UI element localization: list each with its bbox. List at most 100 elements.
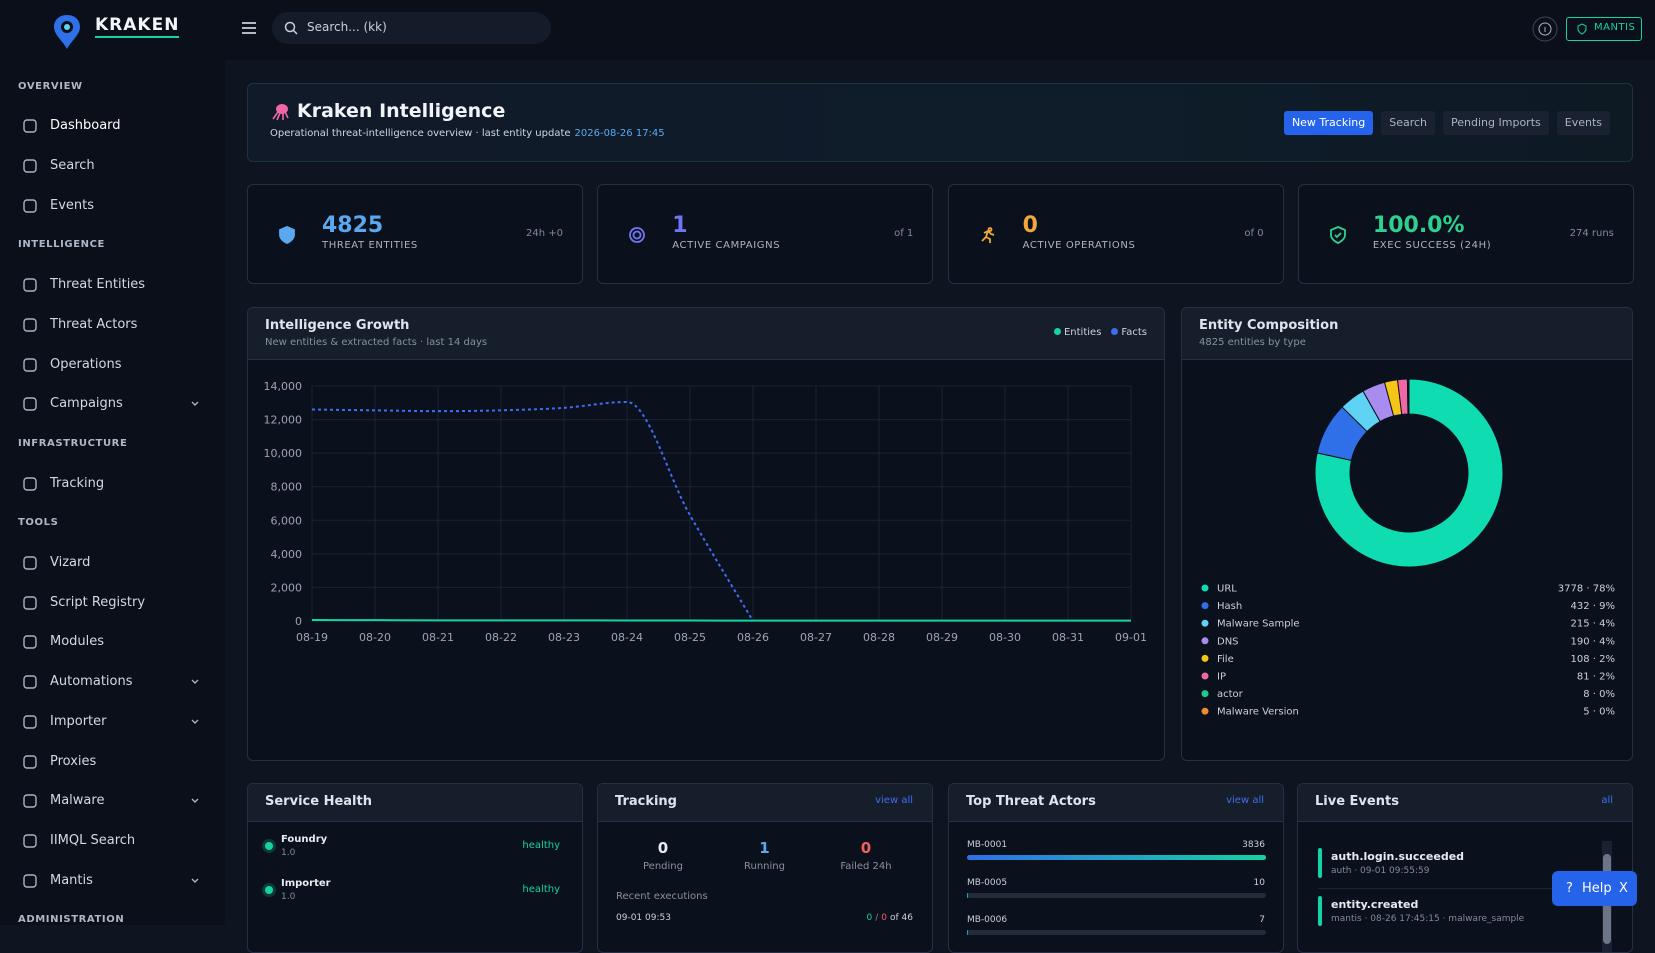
view-link[interactable]: all <box>1601 795 1613 806</box>
stat-icon <box>629 227 646 243</box>
stat-icon-shape <box>279 226 295 244</box>
nav-icon <box>23 119 37 133</box>
donut-chart: URL 3778 · 78% Hash 432 · 9% Malware Sample 2… <box>1201 378 1616 718</box>
header-action[interactable]: Search <box>1381 111 1436 135</box>
actor-count: 10 <box>1253 877 1265 888</box>
actor-bar-track <box>967 892 1266 898</box>
recent-result: 0/0 of 46 <box>866 913 913 923</box>
nav-item[interactable]: Operations <box>0 345 225 385</box>
nav-item[interactable]: Modules <box>0 622 225 662</box>
view-link-text: all <box>1601 795 1613 806</box>
legend-label: actor <box>1217 689 1244 700</box>
nav-icon-shape <box>23 119 37 133</box>
panel-subtitle: 4825 entities by type <box>1199 337 1306 348</box>
subtitle-text: Operational threat-intelligence overview… <box>270 128 571 139</box>
search-placeholder: Search... (kk) <box>307 20 387 34</box>
nav-item[interactable]: Script Registry <box>0 583 225 623</box>
count-label: Running <box>744 861 785 872</box>
menu-button[interactable] <box>241 21 257 35</box>
event-divider <box>1318 888 1598 889</box>
panel-title: Live Events <box>1315 794 1399 809</box>
nav-item[interactable]: Importer <box>0 702 225 742</box>
stat-note: of 0 <box>1244 228 1264 239</box>
header-action[interactable]: New Tracking <box>1283 111 1374 135</box>
nav-label: Mantis <box>50 872 93 888</box>
nav-item[interactable]: Automations <box>0 662 225 702</box>
nav-icon-shape <box>23 675 37 689</box>
help-close[interactable]: X <box>1619 881 1628 896</box>
stat-label: THREAT ENTITIES <box>322 240 418 251</box>
nav-item[interactable]: Dashboard <box>0 106 225 146</box>
header-action[interactable]: Pending Imports <box>1443 111 1549 135</box>
stat-value: 0 <box>1022 213 1038 238</box>
count-label: Pending <box>643 861 683 872</box>
legend-value: 190 · 4% <box>1571 636 1616 647</box>
nav-icon <box>23 715 37 729</box>
nav-icon <box>23 278 37 292</box>
y-tick-label: 8,000 <box>271 481 303 494</box>
header-action[interactable]: Events <box>1556 111 1610 135</box>
user-name: MANTIS <box>1594 22 1636 33</box>
chevron <box>191 798 199 804</box>
nav-item[interactable]: Search <box>0 146 225 186</box>
y-tick-label: 0 <box>295 615 302 628</box>
legend-label: Entities <box>1063 327 1102 338</box>
help-label: Help <box>1582 881 1612 896</box>
x-tick-label: 09-01 <box>1115 631 1147 644</box>
header-subtitle: Operational threat-intelligence overview… <box>270 128 665 139</box>
series-line <box>311 400 754 622</box>
nav-item[interactable]: Proxies <box>0 742 225 782</box>
last-update: 2026-08-26 17:45 <box>574 128 665 139</box>
nav-item[interactable]: Tracking <box>0 464 225 504</box>
actor-count: 3836 <box>1242 840 1265 850</box>
panel-title: Intelligence Growth <box>265 318 410 333</box>
nav-icon-shape <box>23 278 37 292</box>
nav-item[interactable]: Threat Entities <box>0 265 225 305</box>
help-button[interactable]: ? Help X <box>1552 871 1637 906</box>
legend-item: Facts <box>1111 327 1147 338</box>
nav-label: Modules <box>50 634 105 650</box>
nav-icon <box>23 595 37 610</box>
actor-bar <box>967 855 1266 860</box>
user-button[interactable]: MANTIS <box>1566 17 1642 41</box>
legend-value: 3778 · 78% <box>1558 584 1615 595</box>
nav-label: Operations <box>50 356 122 372</box>
stat-card: 4825 THREAT ENTITIES 24h +0 <box>247 184 583 284</box>
view-link[interactable]: view all <box>1226 795 1264 806</box>
nav-icon-shape <box>23 198 37 213</box>
info-button[interactable] <box>1532 16 1558 42</box>
nav-item[interactable]: Threat Actors <box>0 305 225 345</box>
nav-item[interactable]: Malware <box>0 781 225 821</box>
donut-slice <box>1407 378 1410 415</box>
nav-item[interactable]: Vizard <box>0 543 225 583</box>
nav-item[interactable]: Mantis <box>0 861 225 901</box>
nav-icon <box>23 675 37 689</box>
nav-item[interactable]: Events <box>0 186 225 226</box>
view-link-text: view all <box>1226 795 1264 806</box>
result-part: of 46 <box>890 913 913 923</box>
series-line <box>311 618 1131 622</box>
brand: KRAKEN <box>95 15 180 38</box>
panel-header <box>1298 784 1632 822</box>
legend-value: 215 · 4% <box>1571 619 1616 630</box>
sidebar: KRAKEN OVERVIEW Dashboard Search Events INTE… <box>0 0 225 925</box>
event-name: auth.login.succeeded <box>1331 850 1465 863</box>
nav-label: Vizard <box>50 555 91 570</box>
legend-value: 81 · 2% <box>1577 672 1615 683</box>
top-actors-card: Top Threat Actors view all MB-0001 3836 MB-0… <box>948 783 1284 953</box>
x-tick-label: 08-30 <box>989 631 1021 644</box>
nav-chevron <box>191 878 199 883</box>
count-value: 0 <box>657 839 669 857</box>
nav-label: Events <box>50 197 95 213</box>
service-version: 1.0 <box>281 848 296 858</box>
view-link[interactable]: view all <box>875 795 913 806</box>
nav-icon-shape <box>23 397 37 411</box>
y-tick-label: 12,000 <box>264 414 303 427</box>
nav-icon <box>23 476 37 491</box>
actor-name: MB-0006 <box>967 915 1008 925</box>
nav-icon-shape <box>23 357 37 372</box>
nav-item[interactable]: Campaigns <box>0 384 225 424</box>
nav-item[interactable]: IIMQL Search <box>0 821 225 861</box>
stat-value: 100.0% <box>1372 213 1465 238</box>
search-box[interactable]: Search... (kk) <box>272 12 551 44</box>
